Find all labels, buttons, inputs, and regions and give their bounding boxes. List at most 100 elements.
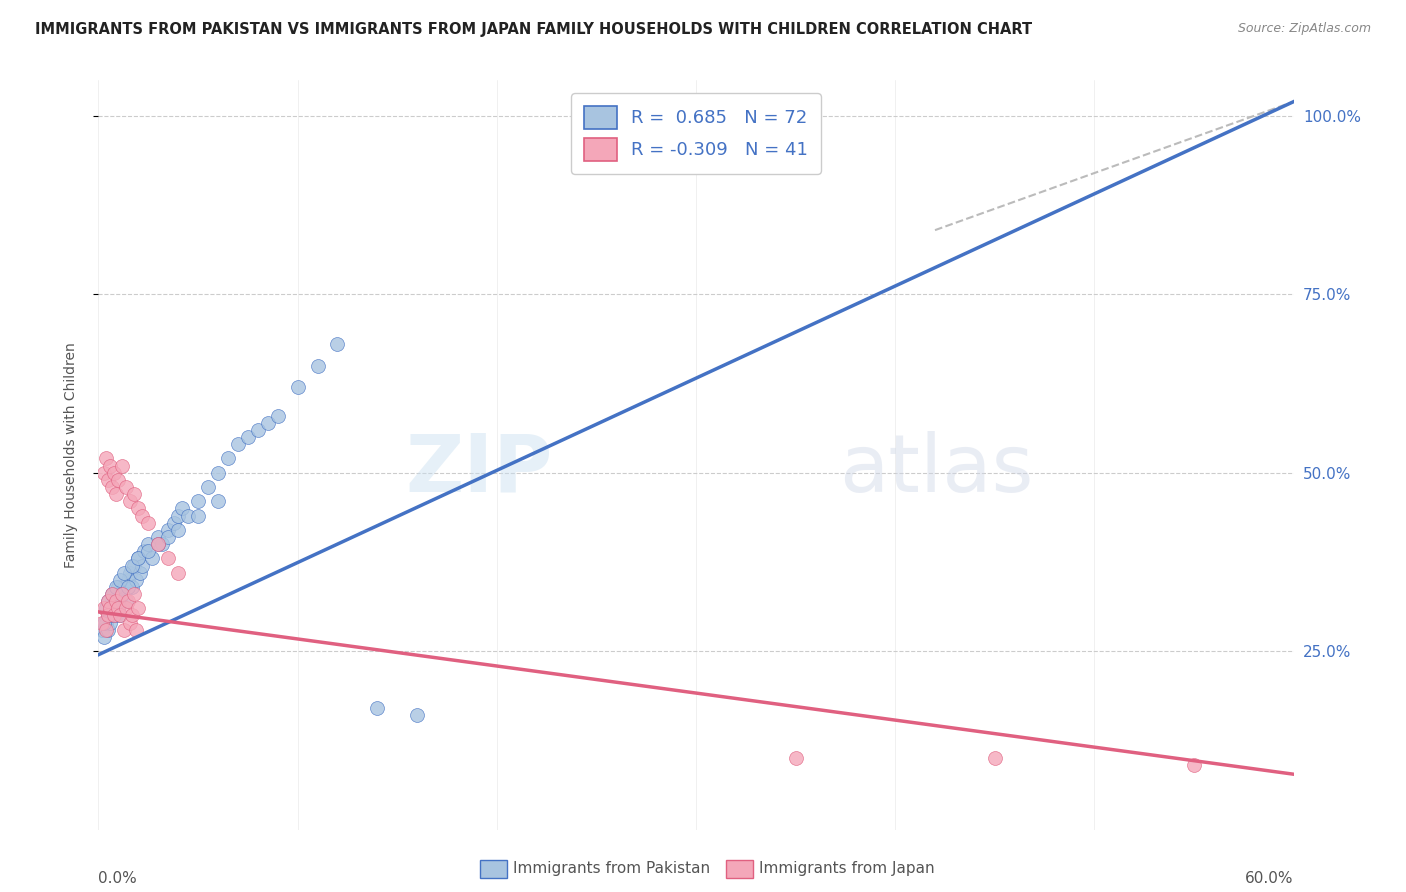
Point	[157, 551, 180, 566]
Point	[96, 615, 118, 630]
Point	[150, 537, 173, 551]
Point	[103, 601, 125, 615]
Point	[157, 523, 180, 537]
Point	[96, 451, 118, 466]
Point	[107, 601, 129, 615]
Point	[127, 551, 149, 566]
Point	[167, 566, 190, 580]
Point	[97, 623, 120, 637]
Point	[120, 494, 142, 508]
Point	[236, 430, 259, 444]
Point	[256, 416, 278, 430]
Point	[366, 701, 388, 715]
Point	[105, 487, 128, 501]
Point	[197, 480, 219, 494]
Point	[117, 573, 139, 587]
Point	[105, 608, 128, 623]
Text: Source: ZipAtlas.com: Source: ZipAtlas.com	[1237, 22, 1371, 36]
Point	[101, 480, 124, 494]
Point	[97, 594, 120, 608]
Point	[141, 551, 163, 566]
Point	[226, 437, 249, 451]
Point	[124, 487, 146, 501]
Point	[97, 473, 120, 487]
Point	[98, 608, 122, 623]
Point	[110, 608, 132, 623]
Point	[307, 359, 329, 373]
Point	[93, 601, 115, 615]
Point	[177, 508, 200, 523]
Y-axis label: Family Households with Children: Family Households with Children	[63, 342, 77, 568]
Point	[148, 537, 170, 551]
Point	[110, 573, 132, 587]
Point	[97, 608, 120, 623]
Point	[121, 608, 143, 623]
Point	[112, 623, 135, 637]
Point	[98, 458, 122, 473]
Point	[187, 508, 209, 523]
Point	[217, 451, 239, 466]
Point	[101, 587, 124, 601]
Point	[406, 708, 429, 723]
Bar	[479, 860, 508, 878]
Point	[93, 466, 115, 480]
Point	[125, 573, 148, 587]
Point	[207, 494, 229, 508]
Point	[326, 337, 349, 351]
Point	[127, 501, 149, 516]
Text: 0.0%: 0.0%	[98, 871, 138, 886]
Point	[157, 530, 180, 544]
Text: 60.0%: 60.0%	[1246, 871, 1294, 886]
Point	[107, 473, 129, 487]
Text: Immigrants from Pakistan: Immigrants from Pakistan	[513, 862, 710, 876]
Point	[287, 380, 309, 394]
Point	[120, 615, 142, 630]
Point	[125, 623, 148, 637]
Bar	[725, 860, 754, 878]
Point	[124, 587, 146, 601]
Point	[1182, 758, 1205, 772]
Point	[101, 587, 124, 601]
Point	[246, 423, 269, 437]
Point	[136, 516, 159, 530]
Point	[107, 580, 129, 594]
Point	[112, 580, 135, 594]
Point	[984, 751, 1007, 765]
Point	[172, 501, 194, 516]
Point	[167, 508, 190, 523]
Point	[105, 594, 128, 608]
Point	[134, 544, 156, 558]
Point	[117, 594, 139, 608]
Point	[97, 594, 120, 608]
Point	[111, 458, 134, 473]
Point	[93, 615, 115, 630]
Point	[111, 587, 134, 601]
Point	[98, 601, 122, 615]
Point	[110, 594, 132, 608]
Point	[131, 558, 153, 573]
Point	[187, 494, 209, 508]
Point	[91, 623, 114, 637]
Point	[127, 601, 149, 615]
Point	[98, 601, 122, 615]
Point	[105, 594, 128, 608]
Point	[110, 608, 132, 623]
Point	[267, 409, 290, 423]
Point	[107, 601, 129, 615]
Point	[136, 537, 159, 551]
Point	[112, 566, 135, 580]
Text: Immigrants from Japan: Immigrants from Japan	[759, 862, 935, 876]
Point	[103, 587, 125, 601]
Point	[97, 608, 120, 623]
Point	[115, 480, 138, 494]
Point	[163, 516, 186, 530]
Point	[111, 587, 134, 601]
Point	[103, 601, 125, 615]
Point	[98, 615, 122, 630]
Text: IMMIGRANTS FROM PAKISTAN VS IMMIGRANTS FROM JAPAN FAMILY HOUSEHOLDS WITH CHILDRE: IMMIGRANTS FROM PAKISTAN VS IMMIGRANTS F…	[35, 22, 1032, 37]
Text: ZIP: ZIP	[405, 431, 553, 509]
Point	[103, 466, 125, 480]
Legend: R =  0.685   N = 72, R = -0.309   N = 41: R = 0.685 N = 72, R = -0.309 N = 41	[571, 93, 821, 174]
Point	[127, 551, 149, 566]
Point	[115, 594, 138, 608]
